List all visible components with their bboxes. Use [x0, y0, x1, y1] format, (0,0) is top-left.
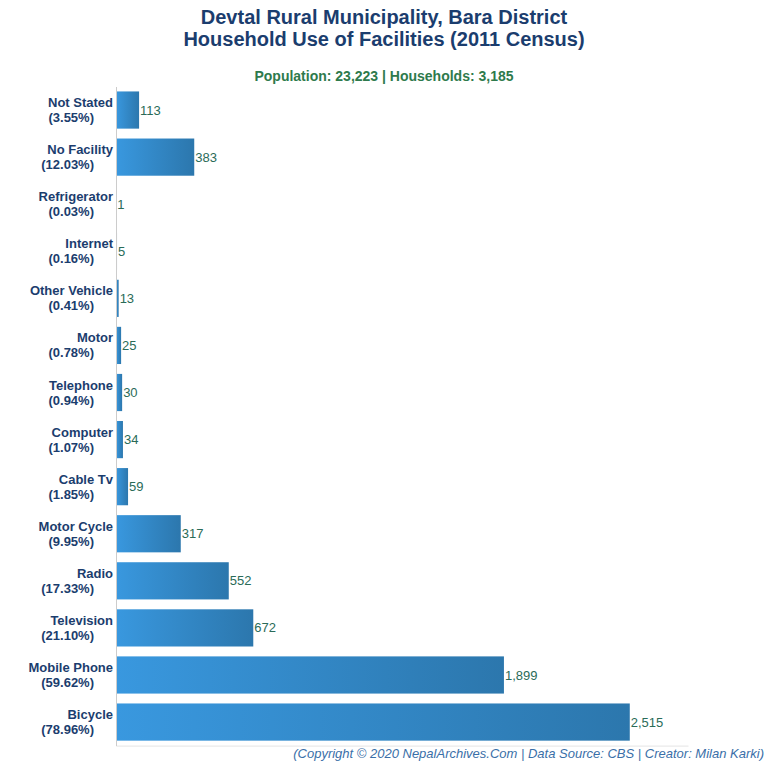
- tick: Not Stated(3.55%): [48, 95, 116, 125]
- tick-label: Internet(0.16%): [48, 236, 113, 266]
- bar: [116, 562, 229, 599]
- data-label: 5: [118, 244, 125, 259]
- tick-label-line: (1.85%): [48, 487, 94, 502]
- y-axis-line: [116, 87, 117, 746]
- tick-label: No Facility(12.03%): [41, 142, 114, 172]
- tick-label-line: Motor: [77, 330, 113, 345]
- data-label: 30: [123, 385, 137, 400]
- tick-label-line: Other Vehicle: [30, 283, 113, 298]
- bars: [116, 91, 630, 740]
- tick-label-line: Television: [50, 613, 113, 628]
- data-label: 2,515: [631, 715, 664, 730]
- tick-label-line: (0.16%): [48, 251, 94, 266]
- tick-label-line: (0.03%): [48, 204, 94, 219]
- bar: [116, 421, 123, 458]
- tick-label-line: Bicycle: [67, 707, 113, 722]
- tick-label-line: (0.41%): [48, 298, 94, 313]
- tick-label-line: Radio: [77, 566, 113, 581]
- tick-label: Refrigerator(0.03%): [39, 189, 113, 219]
- tick: Television(21.10%): [41, 613, 116, 643]
- bar: [116, 91, 139, 128]
- bar: [116, 139, 194, 176]
- data-label: 1: [117, 197, 124, 212]
- tick-label-line: (78.96%): [41, 722, 94, 737]
- data-label: 25: [122, 338, 136, 353]
- tick-label-line: Computer: [52, 425, 113, 440]
- tick-label-line: (21.10%): [41, 628, 94, 643]
- tick-label-line: (3.55%): [48, 110, 94, 125]
- bar: [116, 656, 504, 693]
- data-label: 34: [124, 432, 138, 447]
- tick-label: Radio(17.33%): [41, 566, 113, 596]
- tick: Computer(1.07%): [48, 425, 116, 455]
- tick-label: Cable Tv(1.85%): [48, 472, 113, 502]
- tick-label-line: Refrigerator: [39, 189, 113, 204]
- tick-label: Motor(0.78%): [48, 330, 113, 360]
- tick-label-line: Telephone: [49, 378, 113, 393]
- tick-label: Bicycle(78.96%): [41, 707, 113, 737]
- data-label: 1,899: [505, 668, 538, 683]
- data-label: 59: [129, 479, 143, 494]
- data-label: 672: [254, 620, 276, 635]
- subtitle: Population: 23,223 | Households: 3,185: [254, 68, 513, 84]
- tick: Motor Cycle(9.95%): [39, 519, 116, 549]
- data-labels: 113 383 1 5 13 25 30 34 59 317 552 672 1,899 2,515: [117, 103, 663, 730]
- tick-label: Mobile Phone(59.62%): [29, 660, 114, 690]
- tick-label-line: (9.95%): [48, 534, 94, 549]
- tick-label-line: Mobile Phone: [29, 660, 114, 675]
- tick: No Facility(12.03%): [41, 142, 116, 172]
- tick-label: Other Vehicle(0.41%): [30, 283, 113, 313]
- tick-label-line: Internet: [65, 236, 113, 251]
- title: Devtal Rural Municipality, Bara District…: [183, 6, 584, 50]
- data-label: 552: [230, 573, 252, 588]
- tick-label-line: Not Stated: [48, 95, 113, 110]
- tick-label: Television(21.10%): [41, 613, 113, 643]
- tick-label-line: (0.94%): [48, 393, 94, 408]
- data-label: 13: [120, 291, 134, 306]
- tick: Cable Tv(1.85%): [48, 472, 116, 502]
- tick-label-line: (1.07%): [48, 440, 94, 455]
- tick-label-line: (17.33%): [41, 581, 94, 596]
- tick: Internet(0.16%): [48, 236, 116, 266]
- title-line: Household Use of Facilities (2011 Census…: [183, 28, 584, 50]
- tick-label-line: (12.03%): [41, 157, 94, 172]
- annotation: (Copyright © 2020 NepalArchives.Com | Da…: [293, 746, 764, 761]
- tick-label: Computer(1.07%): [48, 425, 113, 455]
- tick-label-line: Motor Cycle: [39, 519, 113, 534]
- plot: Not Stated(3.55%) No Facility(12.03%) Refr…: [29, 87, 689, 746]
- data-label: 317: [182, 526, 204, 541]
- tick: Mobile Phone(59.62%): [29, 660, 117, 690]
- tick-label: Telephone(0.94%): [48, 378, 113, 408]
- y-axis: Not Stated(3.55%) No Facility(12.03%) Refr…: [29, 87, 117, 746]
- title-line: Devtal Rural Municipality, Bara District: [201, 6, 568, 28]
- data-label: 383: [195, 150, 217, 165]
- tick-label: Not Stated(3.55%): [48, 95, 113, 125]
- tick-label-line: (59.62%): [41, 675, 94, 690]
- bar: [116, 703, 630, 740]
- tick: Other Vehicle(0.41%): [30, 283, 116, 313]
- tick: Motor(0.78%): [48, 330, 116, 360]
- bar: [116, 468, 128, 505]
- chart: Devtal Rural Municipality, Bara District…: [0, 0, 768, 768]
- tick: Telephone(0.94%): [48, 378, 116, 408]
- tick-label-line: Cable Tv: [59, 472, 114, 487]
- bar: [116, 515, 181, 552]
- tick: Refrigerator(0.03%): [39, 189, 116, 219]
- tick-label-line: No Facility: [47, 142, 114, 157]
- tick-label: Motor Cycle(9.95%): [39, 519, 113, 549]
- tick: Bicycle(78.96%): [41, 707, 116, 737]
- bar: [116, 609, 253, 646]
- tick-label-line: (0.78%): [48, 345, 94, 360]
- tick: Radio(17.33%): [41, 566, 116, 596]
- data-label: 113: [140, 103, 161, 118]
